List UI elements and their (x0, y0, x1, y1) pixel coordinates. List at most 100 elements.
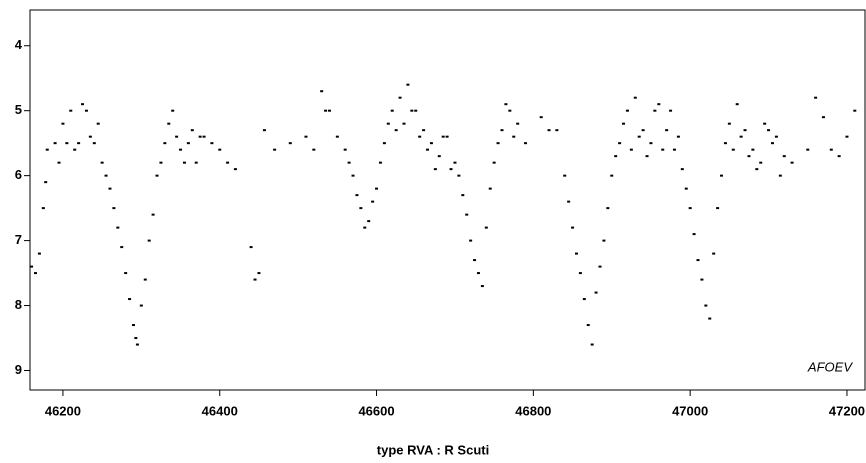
data-point (484, 226, 488, 229)
data-point (567, 200, 571, 203)
data-point (394, 129, 398, 132)
data-point (390, 109, 394, 112)
data-point (516, 122, 520, 125)
data-point (88, 135, 92, 138)
data-point (84, 109, 88, 112)
data-point (45, 148, 49, 151)
data-point (382, 142, 386, 145)
y-tick-label: 6 (15, 167, 22, 182)
data-point (829, 148, 833, 151)
data-point (163, 142, 167, 145)
data-point (622, 122, 626, 125)
data-point (610, 174, 614, 177)
data-point (441, 135, 445, 138)
data-point (143, 278, 147, 281)
data-point (704, 304, 708, 307)
data-point (175, 135, 179, 138)
data-point (202, 135, 206, 138)
data-point (77, 142, 81, 145)
data-point (637, 135, 641, 138)
data-point (700, 278, 704, 281)
data-point (128, 298, 132, 301)
data-point (590, 343, 594, 346)
data-point (688, 207, 692, 210)
y-tick-label: 5 (15, 102, 22, 117)
data-point (618, 142, 622, 145)
data-point (555, 129, 559, 132)
data-point (751, 148, 755, 151)
x-tick-label: 46800 (515, 403, 551, 418)
data-point (645, 155, 649, 158)
data-point (480, 285, 484, 288)
data-point (574, 252, 578, 255)
data-point (633, 96, 637, 99)
data-point (641, 129, 645, 132)
data-point (465, 213, 469, 216)
data-point (853, 109, 857, 112)
data-point (767, 129, 771, 132)
data-point (524, 142, 528, 145)
data-point (578, 272, 582, 275)
data-point (657, 103, 661, 106)
data-point (233, 168, 237, 171)
data-point (422, 129, 426, 132)
data-point (625, 109, 629, 112)
data-point (351, 174, 355, 177)
data-point (512, 135, 516, 138)
data-point (837, 155, 841, 158)
data-point (378, 161, 382, 164)
annotation: AFOEV (807, 359, 853, 374)
data-point (653, 109, 657, 112)
data-point (743, 129, 747, 132)
data-point (563, 174, 567, 177)
data-point (402, 122, 406, 125)
data-point (73, 148, 77, 151)
x-tick-label: 47200 (829, 403, 865, 418)
data-point (473, 259, 477, 262)
data-point (124, 272, 128, 275)
data-point (343, 148, 347, 151)
data-point (712, 252, 716, 255)
data-point (684, 187, 688, 190)
data-point (120, 246, 124, 249)
data-point (167, 122, 171, 125)
data-point (727, 122, 731, 125)
data-point (676, 135, 680, 138)
data-point (539, 116, 543, 119)
data-point (782, 155, 786, 158)
data-point (410, 109, 414, 112)
data-point (112, 207, 116, 210)
data-point (44, 181, 48, 184)
data-point (96, 122, 100, 125)
data-point (37, 252, 41, 255)
data-point (437, 155, 441, 158)
data-point (33, 272, 37, 275)
data-point (759, 161, 763, 164)
data-point (747, 155, 751, 158)
data-point (770, 142, 774, 145)
data-point (821, 116, 825, 119)
data-point (108, 187, 112, 190)
x-axis-label: type RVA : R Scuti (377, 442, 489, 457)
data-point (155, 174, 159, 177)
data-point (218, 148, 222, 151)
data-point (661, 148, 665, 151)
data-point (692, 233, 696, 236)
x-tick-label: 47000 (672, 403, 708, 418)
data-point (324, 109, 328, 112)
data-point (100, 161, 104, 164)
data-point (669, 109, 673, 112)
data-point (594, 291, 598, 294)
data-point (53, 142, 57, 145)
data-point (171, 109, 175, 112)
data-point (371, 200, 375, 203)
data-point (273, 148, 277, 151)
data-point (508, 109, 512, 112)
data-point (367, 220, 371, 223)
plot-frame (29, 9, 866, 391)
data-point (312, 148, 316, 151)
data-point (845, 135, 849, 138)
data-point (253, 278, 257, 281)
